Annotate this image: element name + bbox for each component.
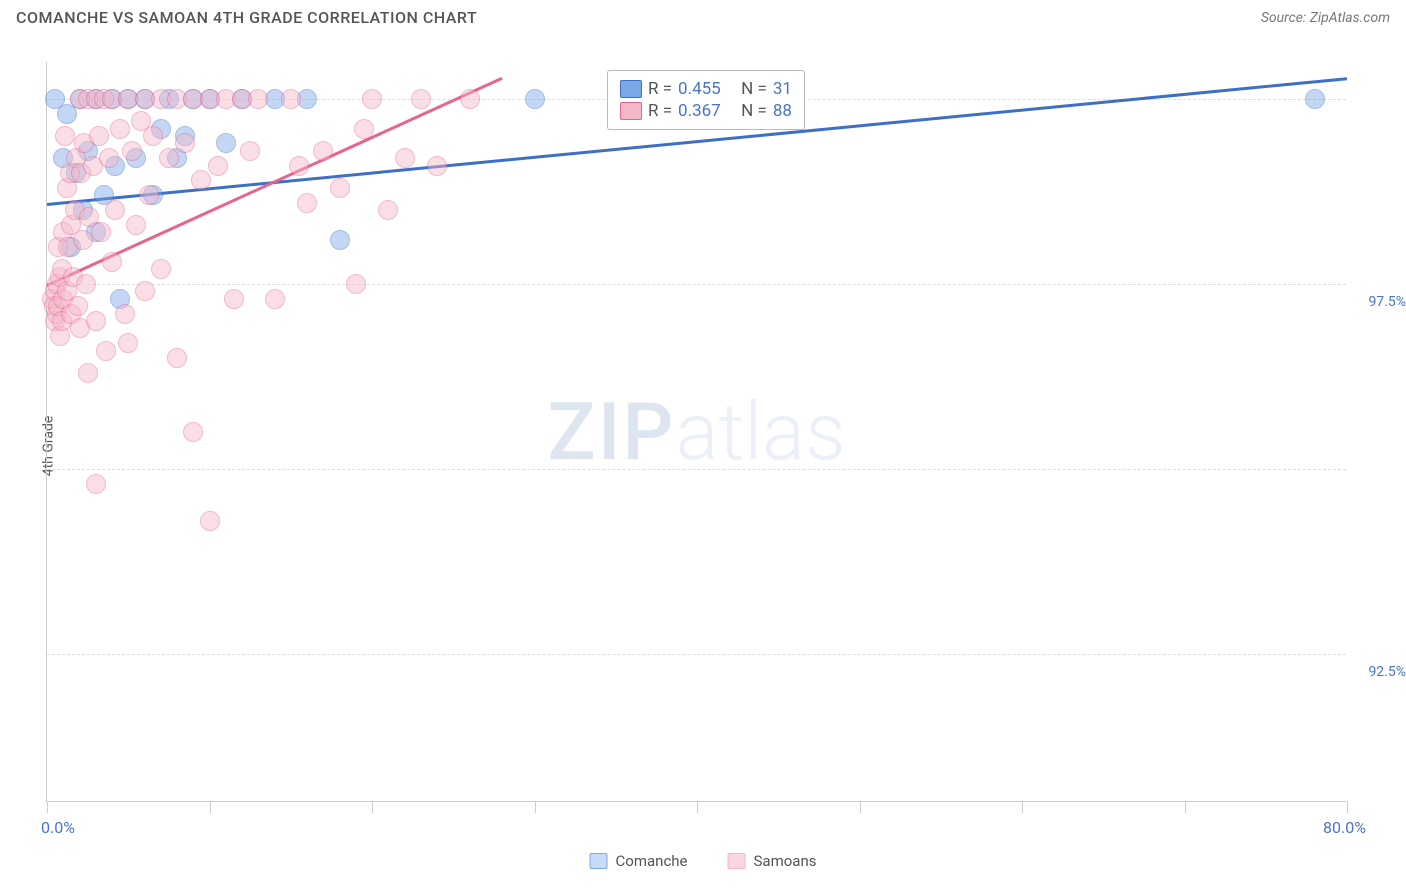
data-point [1305,89,1325,109]
data-point [200,511,220,531]
data-point [224,289,244,309]
x-tick [860,801,861,813]
data-point [122,141,142,161]
source-text: Source: ZipAtlas.com [1261,10,1390,26]
legend-item: Samoans [728,852,817,870]
stats-row: R = 0.367 N = 88 [620,101,792,121]
data-point [86,474,106,494]
data-point [135,281,155,301]
y-tick-label: 97.5% [1368,294,1406,310]
x-tick-label: 80.0% [1323,818,1366,837]
gridline [47,469,1346,470]
gridline [47,284,1346,285]
data-point [240,141,260,161]
data-point [191,170,211,190]
data-point [297,193,317,213]
data-point [411,89,431,109]
data-point [183,422,203,442]
data-point [99,148,119,168]
legend-swatch [728,853,746,869]
gridline [47,654,1346,655]
stats-legend: R = 0.455 N = 31R = 0.367 N = 88 [607,70,805,130]
data-point [395,148,415,168]
data-point [96,341,116,361]
data-point [525,89,545,109]
chart-title: COMANCHE VS SAMOAN 4TH GRADE CORRELATION… [16,8,477,27]
x-tick [372,801,373,813]
stats-row: R = 0.455 N = 31 [620,79,792,99]
x-tick [47,801,48,813]
data-point [289,156,309,176]
data-point [427,156,447,176]
data-point [216,133,236,153]
data-point [76,274,96,294]
data-point [86,311,106,331]
data-point [78,363,98,383]
data-point [102,252,122,272]
legend-label: Samoans [754,852,817,870]
watermark: ZIPatlas [548,385,846,479]
data-point [151,259,171,279]
data-point [281,89,301,109]
data-point [313,141,333,161]
data-point [91,222,111,242]
data-point [265,289,285,309]
data-point [346,274,366,294]
data-point [115,304,135,324]
data-point [248,89,268,109]
data-point [110,119,130,139]
x-tick [1185,801,1186,813]
data-point [105,200,125,220]
bottom-legend: Comanche Samoans [590,852,817,870]
x-tick [1022,801,1023,813]
data-point [143,126,163,146]
x-tick [1347,801,1348,813]
x-tick [697,801,698,813]
data-point [126,215,146,235]
chart-plot-area: ZIPatlas 92.5%97.5%0.0%80.0%R = 0.455 N … [46,62,1346,802]
legend-item: Comanche [590,852,688,870]
legend-swatch [620,102,642,120]
data-point [55,126,75,146]
data-point [378,200,398,220]
data-point [139,185,159,205]
legend-label: Comanche [616,852,688,870]
legend-swatch [620,80,642,98]
data-point [68,296,88,316]
legend-swatch [590,853,608,869]
data-point [159,148,179,168]
data-point [362,89,382,109]
data-point [354,119,374,139]
data-point [167,348,187,368]
data-point [330,178,350,198]
data-point [208,156,228,176]
data-point [460,89,480,109]
data-point [89,126,109,146]
data-point [175,133,195,153]
y-tick-label: 92.5% [1368,664,1406,680]
x-tick [535,801,536,813]
x-tick [210,801,211,813]
data-point [118,333,138,353]
x-tick-label: 0.0% [41,818,75,837]
data-point [330,230,350,250]
